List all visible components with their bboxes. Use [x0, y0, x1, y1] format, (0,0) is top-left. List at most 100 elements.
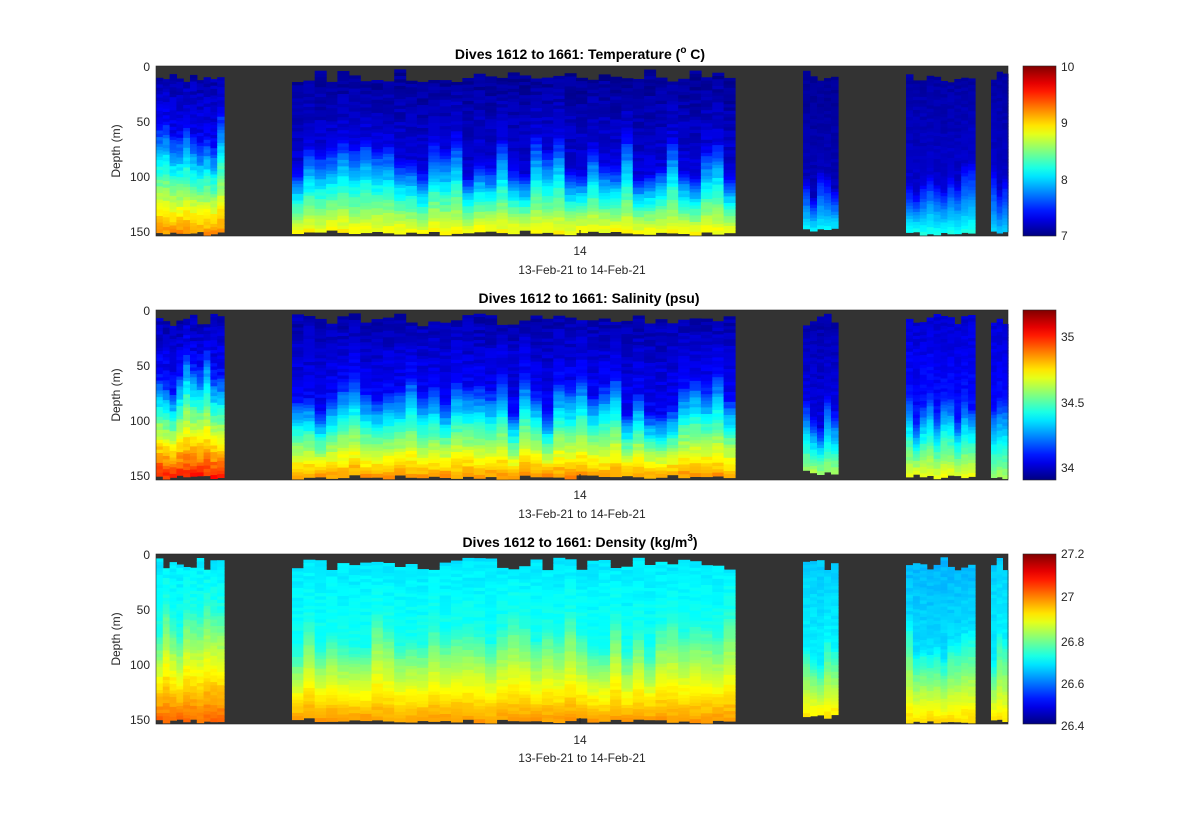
heatmap-cell	[210, 161, 218, 166]
heatmap-cell	[217, 80, 225, 85]
heatmap-cell	[933, 139, 942, 144]
heatmap-cell	[371, 218, 384, 223]
heatmap-cell	[644, 112, 657, 117]
heatmap-cell	[689, 218, 702, 223]
heatmap-cell	[530, 173, 543, 178]
heatmap-cell	[337, 378, 350, 383]
heatmap-cell	[700, 139, 713, 144]
heatmap-cell	[824, 176, 832, 181]
heatmap-cell	[210, 442, 218, 447]
heatmap-cell	[183, 111, 191, 116]
heatmap-cell	[303, 176, 316, 180]
heatmap-cell	[326, 452, 339, 456]
heatmap-cell	[382, 409, 395, 414]
heatmap-cell	[553, 102, 566, 107]
heatmap-cell	[314, 172, 327, 177]
heatmap-cell	[360, 212, 373, 217]
heatmap-cell	[587, 422, 600, 427]
heatmap-cell	[473, 402, 486, 407]
heatmap-cell	[961, 90, 969, 95]
heatmap-cell	[156, 377, 164, 382]
heatmap-cell	[439, 375, 452, 380]
heatmap-cell	[292, 321, 304, 325]
heatmap-cell	[541, 341, 554, 346]
heatmap-cell	[217, 228, 225, 233]
heatmap-cell	[360, 179, 373, 184]
heatmap-cell	[553, 421, 566, 425]
heatmap-cell	[382, 163, 395, 168]
heatmap-cell	[451, 105, 463, 109]
heatmap-cell	[203, 199, 211, 203]
heatmap-cell	[954, 125, 962, 129]
heatmap-cell	[824, 180, 832, 184]
heatmap-cell	[485, 214, 498, 219]
heatmap-cell	[176, 337, 184, 341]
heatmap-cell	[712, 197, 725, 202]
heatmap-cell	[190, 147, 198, 152]
heatmap-cell	[553, 351, 566, 356]
heatmap-cell	[462, 410, 475, 415]
heatmap-cell	[439, 405, 452, 409]
heatmap-cell	[337, 110, 350, 115]
heatmap-cell	[564, 152, 577, 157]
heatmap-cell	[416, 131, 429, 136]
heatmap-cell	[700, 156, 713, 161]
heatmap-cell	[451, 455, 463, 460]
heatmap-cell	[496, 370, 509, 375]
heatmap-cell	[428, 228, 441, 232]
heatmap-cell	[831, 136, 839, 140]
heatmap-cell	[700, 116, 713, 121]
heatmap-cell	[831, 99, 839, 104]
heatmap-cell	[210, 327, 218, 331]
heatmap-cell	[473, 86, 486, 91]
heatmap-cell	[507, 75, 520, 80]
heatmap-cell	[991, 158, 998, 163]
heatmap-cell	[933, 93, 942, 98]
heatmap-cell	[587, 93, 600, 97]
heatmap-cell	[156, 341, 164, 346]
heatmap-cell	[428, 119, 441, 124]
heatmap-cell	[485, 171, 498, 176]
heatmap-cell	[360, 365, 373, 370]
heatmap-cell	[968, 91, 976, 96]
heatmap-cell	[451, 180, 463, 185]
heatmap-cell	[371, 182, 384, 186]
heatmap-cell	[314, 430, 327, 435]
heatmap-cell	[700, 228, 713, 233]
heatmap-cell	[700, 97, 713, 101]
heatmap-cell	[162, 347, 171, 352]
heatmap-cell	[428, 417, 441, 421]
heatmap-cell	[203, 116, 211, 121]
heatmap-cell	[1002, 132, 1009, 137]
heatmap-cell	[162, 469, 171, 474]
heatmap-cell	[360, 222, 373, 227]
heatmap-cell	[190, 410, 198, 415]
heatmap-cell	[576, 461, 588, 466]
heatmap-cell	[203, 179, 211, 184]
heatmap-cell	[156, 222, 164, 227]
heatmap-cell	[576, 153, 588, 158]
heatmap-cell	[712, 102, 725, 107]
heatmap-cell	[292, 406, 304, 411]
heatmap-cell	[912, 165, 921, 170]
heatmap-cell	[405, 447, 418, 452]
heatmap-cell	[553, 112, 566, 116]
heatmap-cell	[926, 125, 935, 130]
heatmap-cell	[371, 394, 384, 399]
heatmap-cell	[196, 201, 205, 206]
heatmap-cell	[326, 419, 339, 423]
heatmap-cell	[678, 180, 691, 185]
heatmap-cell	[371, 440, 384, 445]
heatmap-cell	[337, 332, 350, 337]
heatmap-cell	[428, 201, 441, 206]
heatmap-cell	[210, 435, 218, 440]
heatmap-cell	[451, 177, 463, 182]
heatmap-cell	[462, 180, 475, 184]
heatmap-cell	[326, 141, 339, 145]
heatmap-cell	[183, 177, 191, 182]
heatmap-cell	[541, 378, 554, 382]
heatmap-cell	[587, 392, 600, 397]
heatmap-cell	[190, 328, 198, 332]
heatmap-cell	[621, 190, 634, 194]
heatmap-cell	[462, 209, 475, 214]
